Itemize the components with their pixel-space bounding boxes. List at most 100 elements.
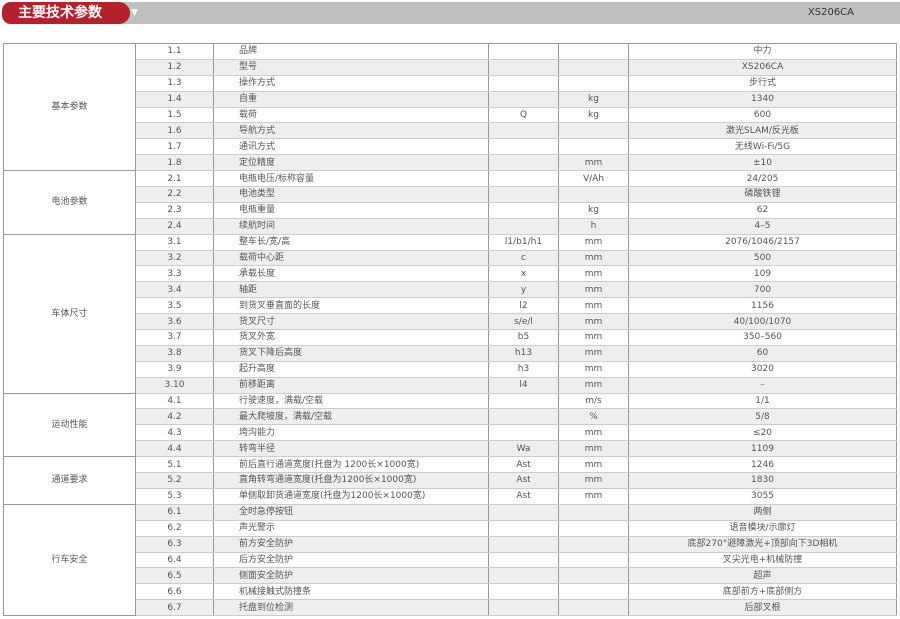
- cell-name: 单侧取卸货通道宽度(托盘为1200长×1000宽): [213, 487, 489, 505]
- table-row: 1.3 操作方式 步行式: [4, 74, 897, 92]
- cell-symbol: x: [488, 265, 559, 283]
- cell-num: 3.6: [135, 313, 214, 331]
- cell-num: 6.2: [135, 519, 214, 537]
- cell-unit: [558, 551, 629, 569]
- cell-value: ≤20: [628, 424, 897, 442]
- cell-unit: mm: [558, 329, 629, 346]
- cell-value: 步行式: [628, 74, 897, 92]
- cell-unit: mm: [558, 265, 629, 283]
- table-row: 3.10 前移距离 l4 mm –: [4, 376, 897, 394]
- cell-value: 3020: [628, 360, 897, 378]
- cell-unit: [558, 58, 629, 76]
- cell-symbol: h3: [488, 360, 559, 378]
- cell-name: 最大爬坡度，满载/空载: [213, 408, 489, 426]
- cell-value: 1246: [628, 456, 897, 474]
- table-row: 通道要求 5.1 前后直行通道宽度(托盘为 1200长×1000宽) Ast mm 124…: [3, 456, 897, 505]
- cell-unit: m/s: [558, 392, 629, 410]
- cell-unit: [558, 74, 629, 92]
- table-row: 3.7 货叉外宽 b5 mm 350–560: [4, 329, 897, 346]
- cell-value: 500: [628, 249, 897, 267]
- table-row: 2.4 续航时间 h 4–5: [4, 217, 897, 235]
- cell-value: 2076/1046/2157: [628, 233, 897, 251]
- table-row: 4.2 最大爬坡度，满载/空载% 5/8: [4, 408, 897, 426]
- triangle-down-icon[interactable]: ▼: [131, 8, 138, 18]
- table-row: 2.3 电瓶重量 kg 62: [4, 201, 897, 219]
- cell-value: 109: [628, 265, 897, 283]
- cell-unit: kg: [558, 106, 629, 124]
- cell-num: 1.7: [135, 138, 214, 156]
- table-row: 1.4 自重 kg 1340: [4, 90, 897, 108]
- cell-num: 2.1: [135, 170, 214, 188]
- table-row: 3.4 轴距 y mm 700: [4, 281, 897, 299]
- table-row: 6.6 机械接触式防撞条 底部前方+底部侧方: [4, 583, 897, 601]
- cell-num: 3.2: [135, 249, 214, 267]
- cell-num: 3.7: [135, 329, 214, 346]
- cell-name: 直角转弯通道宽度(托盘为1200长×1000宽): [213, 472, 489, 489]
- cell-symbol: [488, 217, 559, 235]
- cell-unit: [558, 186, 629, 203]
- cell-num: 1.6: [135, 122, 214, 140]
- cell-value: 3055: [628, 487, 897, 505]
- cell-num: 2.2: [135, 186, 214, 203]
- cell-name: 通讯方式: [213, 138, 489, 156]
- cell-value: 24/205: [628, 170, 897, 188]
- cell-unit: mm: [558, 424, 629, 442]
- cell-unit: mm: [558, 360, 629, 378]
- cell-unit: mm: [558, 472, 629, 489]
- table-row: 1.7 通讯方式 无线Wi-Fi/5G: [4, 138, 897, 156]
- cell-unit: mm: [558, 440, 629, 458]
- cell-name: 声光警示: [213, 519, 489, 537]
- cell-unit: mm: [558, 456, 629, 474]
- cell-unit: mm: [558, 297, 629, 315]
- table-row: 5.3 单侧取卸货通道宽度(托盘为1200长×1000宽) Ast mm 3055: [4, 487, 897, 505]
- cell-name: 后方安全防护: [213, 551, 489, 569]
- table-row: 1.6 导航方式 激光SLAM/反光板: [4, 122, 897, 140]
- table-row: 6.5 侧面安全防护 超声: [4, 567, 897, 585]
- group-label: 车体尺寸: [3, 233, 136, 394]
- table-row: 3.2 载荷中心距 c mm 500: [4, 249, 897, 267]
- cell-unit: [558, 503, 629, 521]
- group-label: 行车安全: [3, 503, 136, 617]
- cell-name: 电瓶电压/标称容量: [213, 170, 489, 188]
- cell-symbol: [488, 599, 559, 617]
- cell-value: 62: [628, 201, 897, 219]
- cell-num: 5.2: [135, 472, 214, 489]
- cell-value: 40/100/1070: [628, 313, 897, 331]
- table-row: 2.2 电池类型 磷酸铁锂: [4, 186, 897, 203]
- cell-value: 60: [628, 344, 897, 362]
- cell-value: 5/8: [628, 408, 897, 426]
- cell-symbol: [488, 408, 559, 426]
- cell-value: 600: [628, 106, 897, 124]
- cell-num: 3.10: [135, 376, 214, 394]
- cell-symbol: [488, 170, 559, 188]
- cell-unit: mm: [558, 233, 629, 251]
- cell-value: XS206CA: [628, 58, 897, 76]
- cell-name: 转弯半径: [213, 440, 489, 458]
- table-row: 3.3 承载长度 x mm 109: [4, 265, 897, 283]
- cell-unit: [558, 122, 629, 140]
- cell-unit: [558, 567, 629, 585]
- cell-symbol: Q: [488, 106, 559, 124]
- cell-num: 2.4: [135, 217, 214, 235]
- cell-symbol: [488, 392, 559, 410]
- table-row: 5.2 直角转弯通道宽度(托盘为1200长×1000宽) Ast mm 1830: [4, 472, 897, 489]
- group-label: 基本参数: [3, 42, 136, 172]
- cell-value: 1830: [628, 472, 897, 489]
- cell-name: 轴距: [213, 281, 489, 299]
- cell-name: 行驶速度，满载/空载: [213, 392, 489, 410]
- cell-name: 前后直行通道宽度(托盘为 1200长×1000宽): [213, 456, 489, 474]
- cell-num: 3.4: [135, 281, 214, 299]
- cell-num: 1.8: [135, 154, 214, 172]
- cell-unit: mm: [558, 344, 629, 362]
- cell-num: 3.5: [135, 297, 214, 315]
- cell-name: 操作方式: [213, 74, 489, 92]
- cell-unit: [558, 535, 629, 553]
- cell-name: 续航时间: [213, 217, 489, 235]
- cell-symbol: [488, 519, 559, 537]
- cell-unit: mm: [558, 281, 629, 299]
- cell-num: 6.4: [135, 551, 214, 569]
- cell-name: 到货叉垂直面的长度: [213, 297, 489, 315]
- table-row: 基本参数 1.1 品牌 中力: [3, 42, 897, 172]
- cell-symbol: l1/b1/h1: [488, 233, 559, 251]
- cell-symbol: [488, 43, 559, 60]
